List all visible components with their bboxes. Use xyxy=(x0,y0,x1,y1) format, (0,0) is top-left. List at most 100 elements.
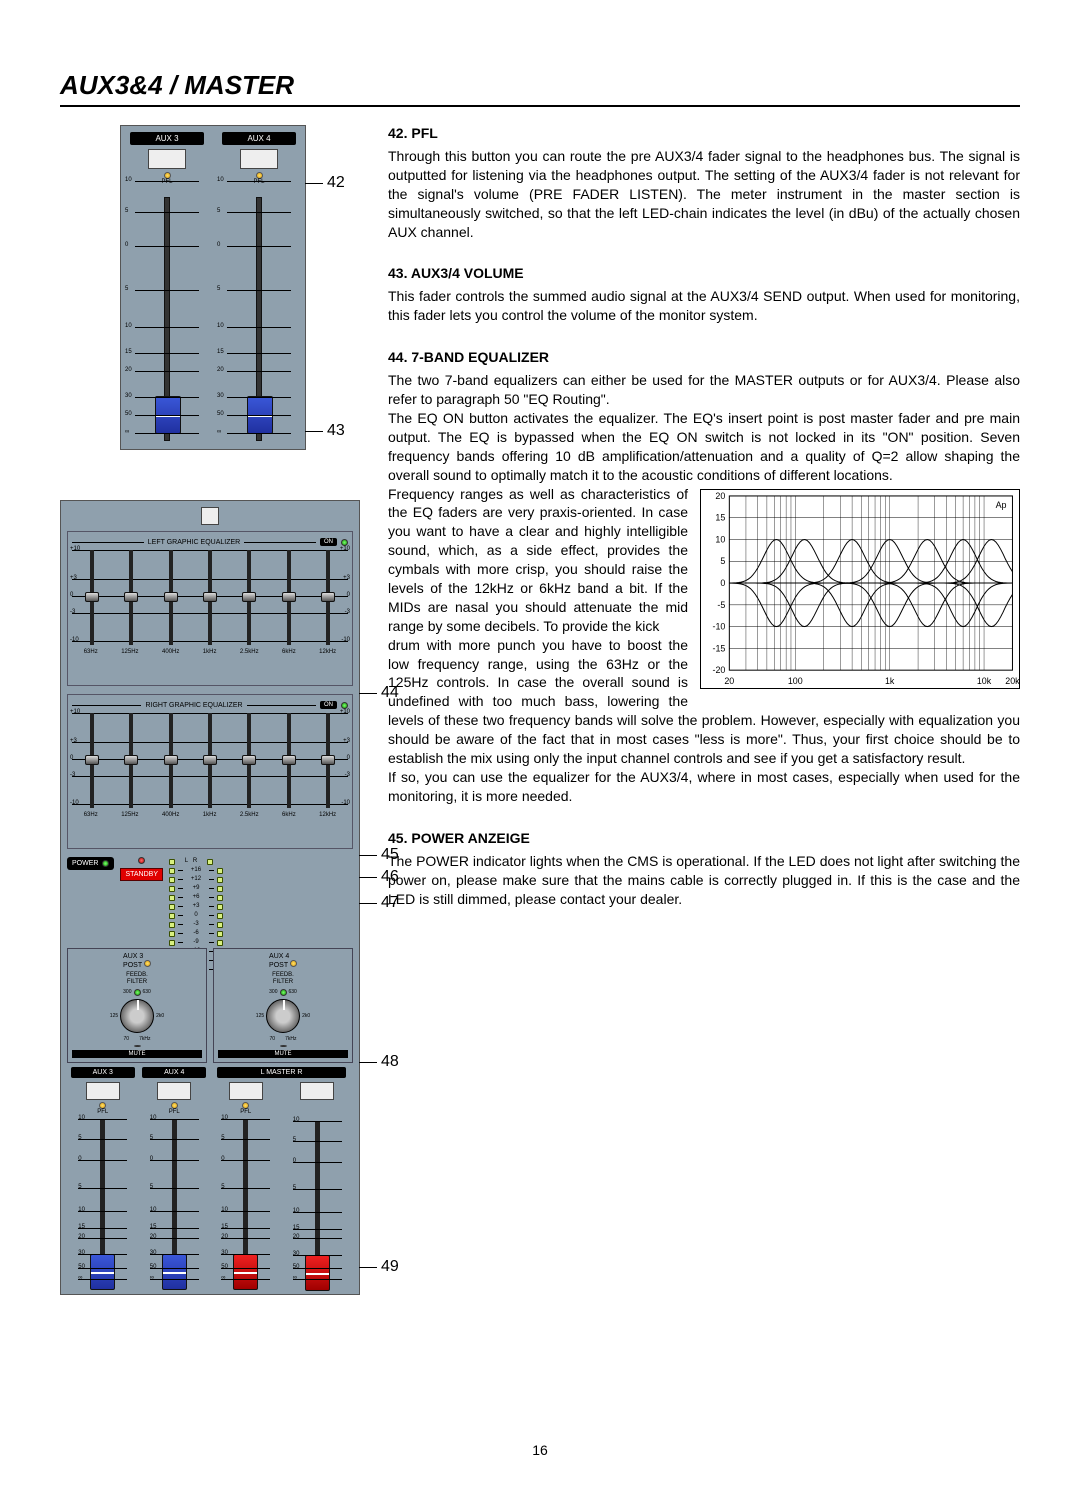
eq-band-fader[interactable] xyxy=(169,713,173,808)
section-heading: 43. AUX3/4 VOLUME xyxy=(388,265,1020,281)
standby-led xyxy=(138,857,145,864)
aux-fader[interactable] xyxy=(164,197,170,441)
eq-band-fader[interactable] xyxy=(90,713,94,808)
mute-led xyxy=(134,1045,141,1047)
bypass-button[interactable] xyxy=(201,507,219,525)
eq-knob[interactable] xyxy=(203,592,217,602)
pfl-led xyxy=(242,1102,249,1109)
eq-band-fader[interactable] xyxy=(208,713,212,808)
fader-knob[interactable] xyxy=(90,1254,115,1290)
svg-text:20: 20 xyxy=(724,676,734,686)
pfl-button[interactable] xyxy=(157,1082,191,1100)
pfl-led xyxy=(171,1102,178,1109)
mute-button[interactable]: MUTE xyxy=(72,1050,202,1058)
callout-48: 48 xyxy=(359,1053,399,1071)
svg-text:100: 100 xyxy=(788,676,803,686)
fader-knob[interactable] xyxy=(155,396,181,434)
eq-on-button[interactable]: ON xyxy=(320,538,337,546)
callout-43: 43 xyxy=(305,422,345,440)
svg-text:1k: 1k xyxy=(885,676,895,686)
eq-band-fader[interactable] xyxy=(326,550,330,645)
eq-knob[interactable] xyxy=(124,755,138,765)
mute-button[interactable]: MUTE xyxy=(218,1050,348,1058)
text-column: 42. PFLThrough this button you can route… xyxy=(388,125,1020,1345)
svg-text:-10: -10 xyxy=(712,621,725,631)
page-title: AUX3&4 / MASTER xyxy=(60,70,1020,107)
eq-response-graph: -20-15-10-505101520201001k10k20kAp xyxy=(700,489,1020,689)
callout-46: 46 xyxy=(359,868,399,886)
eq-band-fader[interactable] xyxy=(287,550,291,645)
svg-text:10: 10 xyxy=(715,534,725,544)
strip-label: AUX 4 xyxy=(222,132,296,145)
svg-text:15: 15 xyxy=(715,512,725,522)
pfl-label: PFL xyxy=(161,179,172,185)
fader-knob[interactable] xyxy=(305,1255,330,1291)
eq-knob[interactable] xyxy=(242,592,256,602)
eq-knob[interactable] xyxy=(242,755,256,765)
master-fader-strip: 105051015203050∞ xyxy=(282,1082,354,1288)
standby-button[interactable]: STANDBY xyxy=(120,868,163,881)
eq-knob[interactable] xyxy=(164,592,178,602)
aux-fader[interactable] xyxy=(256,197,262,441)
pfl-button[interactable] xyxy=(148,149,186,169)
eq-band-fader[interactable] xyxy=(247,713,251,808)
pfl-button[interactable] xyxy=(86,1082,120,1100)
fader-knob[interactable] xyxy=(247,396,273,434)
aux-strip: AUX 4PFL105051015203050∞ xyxy=(213,126,305,449)
section-heading: 45. POWER ANZEIGE xyxy=(388,830,1020,846)
eq-knob[interactable] xyxy=(321,592,335,602)
graphic-eq-block: LEFT GRAPHIC EQUALIZERON+10+10+3+300-3-3… xyxy=(67,531,353,686)
pfl-button[interactable] xyxy=(229,1082,263,1100)
master-fader-strip: AUX 3PFL105051015203050∞ xyxy=(67,1067,139,1288)
mute-led xyxy=(280,1045,287,1047)
fader-knob[interactable] xyxy=(233,1254,258,1290)
eq-band-fader[interactable] xyxy=(326,713,330,808)
master-fader[interactable]: 105051015203050∞ xyxy=(315,1121,320,1284)
pfl-button[interactable] xyxy=(240,149,278,169)
strip-label: L MASTER R xyxy=(217,1067,346,1078)
callout-45: 45 xyxy=(359,846,399,864)
manual-section: 45. POWER ANZEIGEThe POWER indicator lig… xyxy=(388,830,1020,909)
eq-knob[interactable] xyxy=(85,592,99,602)
callout-42: 42 xyxy=(305,174,345,192)
eq-band-fader[interactable] xyxy=(129,713,133,808)
svg-text:-20: -20 xyxy=(712,665,725,675)
master-fader[interactable]: 105051015203050∞ xyxy=(100,1119,105,1284)
eq-band-fader[interactable] xyxy=(287,713,291,808)
pfl-button[interactable] xyxy=(300,1082,334,1100)
aux-strip: AUX 3PFL105051015203050∞ xyxy=(121,126,213,449)
eq-knob[interactable] xyxy=(124,592,138,602)
eq-knob[interactable] xyxy=(282,592,296,602)
eq-band-fader[interactable] xyxy=(169,550,173,645)
section-paragraph: Through this button you can route the pr… xyxy=(388,147,1020,241)
master-section-panel: LEFT GRAPHIC EQUALIZERON+10+10+3+300-3-3… xyxy=(60,500,360,1295)
eq-knob[interactable] xyxy=(85,755,99,765)
aux-post-box: AUX 3POST FEEDB.FILTER3006301252k0707kHz… xyxy=(67,948,207,1063)
svg-text:20: 20 xyxy=(715,490,725,500)
eq-knob[interactable] xyxy=(282,755,296,765)
pfl-label: PFL xyxy=(253,179,264,185)
manual-section: 42. PFLThrough this button you can route… xyxy=(388,125,1020,241)
master-fader-strip: AUX 4PFL105051015203050∞ xyxy=(139,1067,211,1288)
strip-label: AUX 4 xyxy=(142,1067,206,1078)
eq-band-fader[interactable] xyxy=(208,550,212,645)
fader-knob[interactable] xyxy=(162,1254,187,1290)
pfl-led xyxy=(164,172,171,179)
strip-label: AUX 3 xyxy=(71,1067,135,1078)
section-paragraph: This fader controls the summed audio sig… xyxy=(388,287,1020,325)
eq-knob[interactable] xyxy=(321,755,335,765)
eq-band-fader[interactable] xyxy=(129,550,133,645)
eq-band-fader[interactable] xyxy=(90,550,94,645)
eq-knob[interactable] xyxy=(164,755,178,765)
master-fader[interactable]: 105051015203050∞ xyxy=(243,1119,248,1284)
feedback-filter-knob[interactable] xyxy=(266,999,300,1033)
section-paragraph: The EQ ON button activates the equalizer… xyxy=(388,409,1020,485)
eq-knob[interactable] xyxy=(203,755,217,765)
eq-on-button[interactable]: ON xyxy=(320,701,337,709)
master-fader[interactable]: 105051015203050∞ xyxy=(172,1119,177,1284)
manual-section: 44. 7-BAND EQUALIZERThe two 7-band equal… xyxy=(388,349,1020,805)
feedback-filter-knob[interactable] xyxy=(120,999,154,1033)
section-paragraph: If so, you can use the equalizer for the… xyxy=(388,768,1020,806)
eq-band-fader[interactable] xyxy=(247,550,251,645)
svg-text:-15: -15 xyxy=(712,643,725,653)
